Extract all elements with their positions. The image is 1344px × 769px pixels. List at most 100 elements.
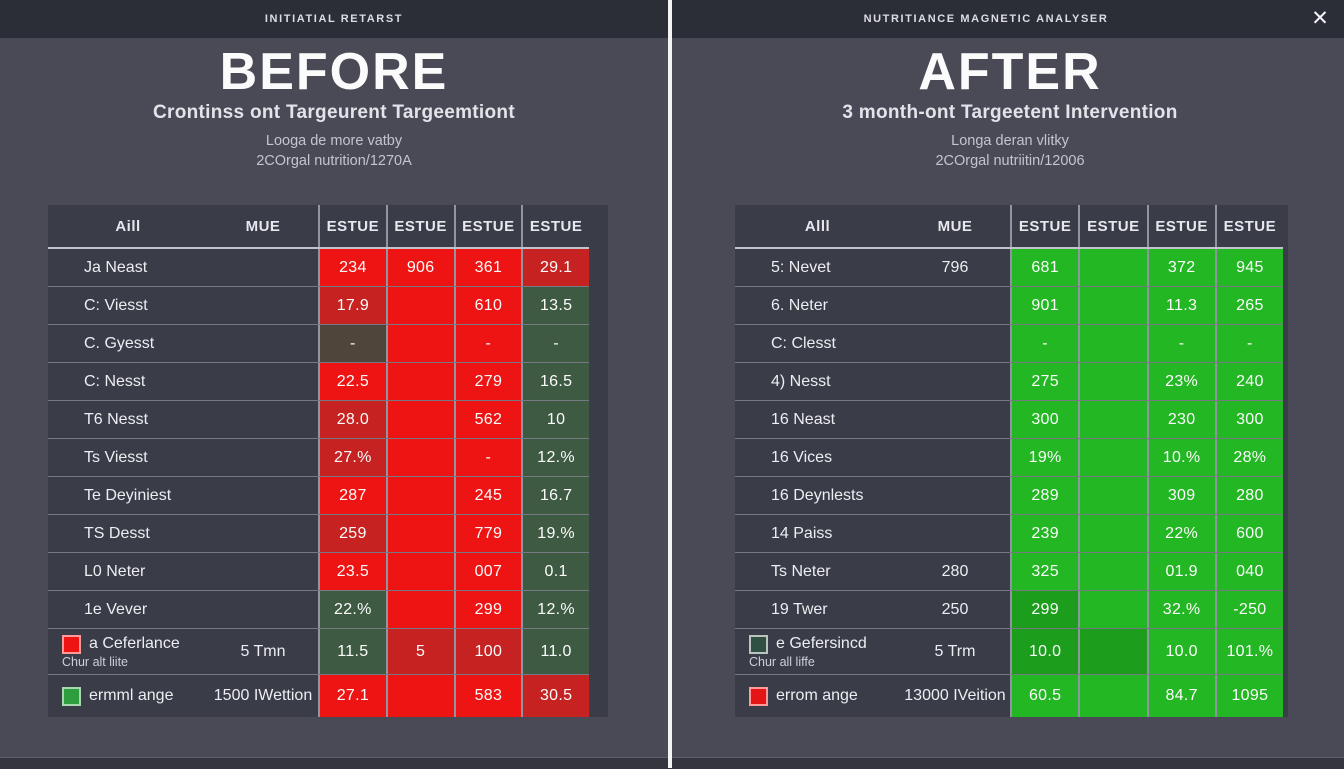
value-cell: 299 — [1012, 591, 1079, 628]
row-value-cells: 22.% 299 12.% — [318, 591, 589, 628]
row-label-cell: Ts Neter — [735, 553, 900, 590]
value-cell — [1080, 477, 1147, 514]
table-row: Ja Neast 234 906 361 29.1 — [48, 249, 589, 287]
value-cell: 22.% — [320, 591, 386, 628]
value-cell: 16.5 — [523, 363, 589, 400]
row-label: a Ceferlance — [89, 635, 180, 652]
value-cell: 259 — [320, 515, 386, 552]
value-cell: 12.% — [523, 439, 589, 476]
table-row: C: Nesst 22.5 279 16.5 — [48, 363, 589, 401]
title-bar: INITIATIAL RETARST NUTRITIANCE MAGNETIC … — [0, 0, 1344, 38]
row-label-cell: C: Nesst — [48, 363, 208, 400]
value-cell: 245 — [455, 477, 522, 514]
value-cell: 945 — [1216, 249, 1283, 286]
row-label-cell: T6 Nesst — [48, 401, 208, 438]
row-mue-value — [208, 287, 318, 324]
value-cell: 11.3 — [1148, 287, 1215, 324]
value-cell: 280 — [1216, 477, 1283, 514]
value-cell: 275 — [1012, 363, 1079, 400]
row-label: Ts Viesst — [84, 448, 148, 466]
row-value-cells: 234 906 361 29.1 — [318, 249, 589, 286]
table-row: 6. Neter 901 11.3 265 — [735, 287, 1283, 325]
table-row: 16 Vices 19% 10.% 28% — [735, 439, 1283, 477]
column-header-estue: ESTUE — [1012, 205, 1079, 247]
table-row: ermml ange 1500 IWettion 27.1 583 30.5 — [48, 675, 589, 717]
row-label-cell: 16 Deynlests — [735, 477, 900, 514]
row-value-cells: 22.5 279 16.5 — [318, 363, 589, 400]
table-row: C: Viesst 17.9 610 13.5 — [48, 287, 589, 325]
column-header-mue: MUE — [937, 217, 973, 235]
value-cell: 372 — [1148, 249, 1215, 286]
row-label: 1e Vever — [84, 600, 148, 618]
table-row: 1e Vever 22.% 299 12.% — [48, 591, 589, 629]
row-label: Ja Neast — [84, 258, 148, 276]
value-cell: 600 — [1216, 515, 1283, 552]
row-label-cell: C: Clesst — [735, 325, 900, 362]
value-cell: 101.% — [1216, 629, 1283, 674]
row-value-cells: 901 11.3 265 — [1010, 287, 1283, 324]
row-value-cells: 11.5 5 100 11.0 — [318, 629, 589, 674]
row-mue-value: 5 Tmn — [240, 642, 286, 660]
table-row: Ts Neter 280 325 01.9 040 — [735, 553, 1283, 591]
row-mue-value — [208, 515, 318, 552]
row-label-cell: C. Gyesst — [48, 325, 208, 362]
row-label: 4) Nesst — [771, 372, 831, 390]
table-row: C. Gyesst - - - — [48, 325, 589, 363]
row-label: C: Viesst — [84, 296, 148, 314]
value-cell: 16.7 — [523, 477, 589, 514]
header-value-columns: ESTUE ESTUE ESTUE ESTUE — [318, 205, 589, 247]
value-cell — [1080, 553, 1147, 590]
value-cell: 30.5 — [523, 675, 589, 717]
value-cell — [387, 363, 454, 400]
value-cell: 361 — [455, 249, 522, 286]
value-cell: 22% — [1148, 515, 1215, 552]
row-value-cells: 28.0 562 10 — [318, 401, 589, 438]
row-label: T6 Nesst — [84, 410, 149, 428]
row-label: e Gefersincd — [776, 635, 867, 652]
close-icon[interactable]: ✕ — [1311, 7, 1329, 30]
row-label: 6. Neter — [771, 296, 828, 314]
header-value-columns: ESTUE ESTUE ESTUE ESTUE — [1010, 205, 1283, 247]
row-label-cell: Te Deyiniest — [48, 477, 208, 514]
value-cell — [1080, 515, 1147, 552]
after-results-table: Alll MUE ESTUE ESTUE ESTUE ESTUE 5: Nevet 796 68… — [735, 205, 1288, 717]
value-cell: - — [1216, 325, 1283, 362]
before-title: BEFORE — [219, 43, 449, 101]
value-cell: 239 — [1012, 515, 1079, 552]
row-label-cell: 14 Paiss — [735, 515, 900, 552]
legend-swatch-icon — [749, 686, 768, 706]
row-mue-value — [208, 325, 318, 362]
table-row: a Ceferlance Chur alt liite 5 Tmn 11.5 5 100 1… — [48, 629, 589, 675]
value-cell: 309 — [1148, 477, 1215, 514]
value-cell: 901 — [1012, 287, 1079, 324]
row-value-cells: 287 245 16.7 — [318, 477, 589, 514]
before-meta-line2: 2COrgal nutrition/1270A — [256, 153, 412, 169]
value-cell: 28.0 — [320, 401, 386, 438]
value-cell — [1080, 325, 1147, 362]
after-meta-line2: 2COrgal nutriitin/12006 — [935, 153, 1085, 169]
value-cell: 13.5 — [523, 287, 589, 324]
after-title: AFTER — [918, 43, 1102, 101]
value-cell: 19.% — [523, 515, 589, 552]
value-cell — [387, 439, 454, 476]
row-mue-value: 1500 IWettion — [213, 687, 313, 704]
row-label: ermml ange — [89, 687, 174, 704]
value-cell: 10.0 — [1012, 629, 1079, 674]
row-mue-value — [900, 363, 1010, 400]
row-sublabel: Chur alt liite — [62, 654, 128, 669]
value-cell — [387, 553, 454, 590]
table-row: L0 Neter 23.5 007 0.1 — [48, 553, 589, 591]
before-subtitle: Crontinss ont Targeurent Targeemtiont — [153, 102, 515, 123]
value-cell — [1080, 401, 1147, 438]
table-row: Te Deyiniest 287 245 16.7 — [48, 477, 589, 515]
row-mue-value — [900, 477, 1010, 514]
value-cell: 11.5 — [320, 629, 386, 674]
row-mue-value — [900, 287, 1010, 324]
row-sublabel: Chur all liffe — [749, 654, 815, 669]
value-cell: 681 — [1012, 249, 1079, 286]
row-label-cell: L0 Neter — [48, 553, 208, 590]
row-mue-value — [208, 401, 318, 438]
value-cell: 12.% — [523, 591, 589, 628]
row-label: Te Deyiniest — [84, 486, 172, 504]
row-mue-value — [208, 363, 318, 400]
